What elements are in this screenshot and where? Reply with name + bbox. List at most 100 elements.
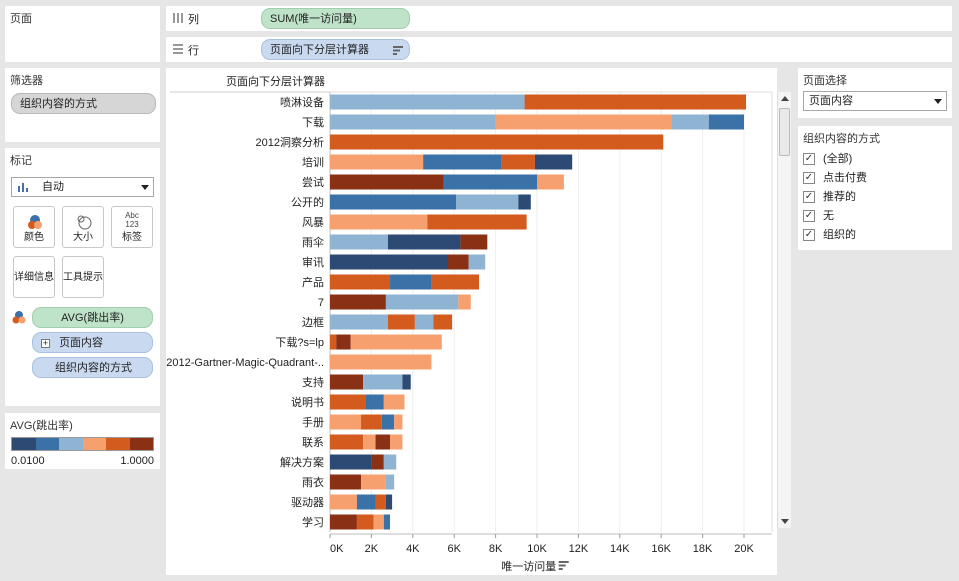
bar-segment[interactable] [390, 274, 432, 290]
scroll-down-arrow[interactable] [781, 519, 789, 524]
detail-button[interactable]: 详细信息 [13, 256, 55, 298]
bar-segment[interactable] [495, 114, 672, 130]
bar-segment[interactable] [356, 514, 374, 530]
bar-segment[interactable] [390, 434, 403, 450]
bar-segment[interactable] [330, 514, 357, 530]
columns-pill[interactable]: SUM(唯一访问量) [261, 8, 410, 29]
color-field-pill[interactable]: AVG(跳出率) [32, 307, 153, 328]
size-button[interactable]: 大小 [62, 206, 104, 248]
rows-pill[interactable]: 页面向下分层计算器 [261, 39, 410, 60]
bar-segment[interactable] [363, 434, 376, 450]
bar-segment[interactable] [330, 354, 432, 370]
bar-segment[interactable] [330, 314, 388, 330]
checkbox[interactable]: ✓ [803, 210, 815, 222]
bar-segment[interactable] [447, 254, 469, 270]
checkbox[interactable]: ✓ [803, 191, 815, 203]
bar-segment[interactable] [330, 454, 372, 470]
bar-segment[interactable] [330, 194, 457, 210]
legend-color-bar[interactable] [11, 437, 154, 451]
bar-segment[interactable] [363, 374, 403, 390]
bar-segment[interactable] [350, 334, 442, 350]
page-selector-dropdown[interactable]: 页面内容 [803, 91, 947, 111]
axis-sort-icon[interactable] [558, 568, 563, 570]
bar-segment[interactable] [501, 154, 535, 170]
detail-field2-pill[interactable]: 组织内容的方式 [32, 357, 153, 378]
bar-segment[interactable] [518, 194, 531, 210]
detail-field-pill[interactable]: + 页面内容 [32, 332, 153, 353]
bar-segment[interactable] [458, 294, 471, 310]
color-button[interactable]: 颜色 [13, 206, 55, 248]
bar-segment[interactable] [456, 194, 519, 210]
bar-segment[interactable] [534, 154, 573, 170]
filter-pill[interactable]: 组织内容的方式 [11, 93, 156, 114]
bar-segment[interactable] [443, 174, 537, 190]
bar-segment[interactable] [381, 414, 395, 430]
bar-segment[interactable] [365, 394, 384, 410]
bar-segment[interactable] [375, 434, 391, 450]
tooltip-button[interactable]: 工具提示 [62, 256, 104, 298]
bar-segment[interactable] [414, 314, 434, 330]
label-icon: Abc 123 [112, 211, 152, 229]
bar-segment[interactable] [402, 374, 411, 390]
bar-segment[interactable] [537, 174, 564, 190]
bar-segment[interactable] [524, 94, 747, 110]
bar-segment[interactable] [336, 334, 351, 350]
scroll-up-arrow[interactable] [781, 96, 789, 101]
bar-segment[interactable] [330, 494, 357, 510]
bar-segment[interactable] [383, 454, 397, 470]
bar-segment[interactable] [330, 474, 362, 490]
label-button[interactable]: Abc 123 标签 [111, 206, 153, 248]
rows-shelf[interactable]: 行 页面向下分层计算器 [166, 37, 952, 62]
bar-segment[interactable] [394, 414, 403, 430]
bar-segment[interactable] [356, 494, 376, 510]
bar-segment[interactable] [468, 254, 486, 270]
bar-segment[interactable] [361, 414, 382, 430]
scrollbar-track[interactable] [777, 92, 791, 528]
bar-segment[interactable] [330, 274, 391, 290]
columns-shelf[interactable]: 列 SUM(唯一访问量) [166, 6, 952, 31]
bar-segment[interactable] [387, 314, 415, 330]
checkbox[interactable]: ✓ [803, 229, 815, 241]
checkbox[interactable]: ✓ [803, 172, 815, 184]
bar-segment[interactable] [423, 154, 502, 170]
bar-segment[interactable] [330, 154, 424, 170]
bar-segment[interactable] [460, 234, 488, 250]
bar-segment[interactable] [330, 394, 366, 410]
bar-segment[interactable] [427, 214, 527, 230]
bar-segment[interactable] [330, 174, 444, 190]
mark-type-dropdown[interactable]: 自动 [11, 177, 154, 197]
bar-segment[interactable] [708, 114, 744, 130]
bar-segment[interactable] [387, 234, 461, 250]
axis-sort-icon[interactable] [558, 561, 569, 563]
detail-field-label: 页面内容 [59, 337, 104, 349]
bar-segment[interactable] [330, 114, 496, 130]
bar-segment[interactable] [330, 414, 362, 430]
bar-segment[interactable] [330, 134, 664, 150]
bar-segment[interactable] [330, 214, 428, 230]
axis-sort-icon[interactable] [558, 564, 566, 567]
bar-segment[interactable] [330, 374, 364, 390]
bar-segment[interactable] [330, 334, 337, 350]
bar-segment[interactable] [431, 274, 480, 290]
bar-segment[interactable] [373, 514, 384, 530]
bar-segment[interactable] [383, 394, 405, 410]
bar-segment[interactable] [385, 474, 395, 490]
bar-segment[interactable] [375, 494, 386, 510]
checkbox[interactable]: ✓ [803, 153, 815, 165]
bar-segment[interactable] [371, 454, 384, 470]
bar-segment[interactable] [330, 94, 525, 110]
bar-segment[interactable] [361, 474, 386, 490]
bar-segment[interactable] [330, 294, 386, 310]
sort-icon[interactable] [393, 46, 403, 55]
bar-segment[interactable] [385, 494, 393, 510]
bar-segment[interactable] [671, 114, 709, 130]
bar-segment[interactable] [385, 294, 459, 310]
bar-segment[interactable] [330, 254, 448, 270]
expand-icon[interactable]: + [41, 337, 50, 348]
bar-segment[interactable] [383, 514, 391, 530]
scrollbar-thumb[interactable] [779, 108, 790, 156]
bar-segment[interactable] [330, 434, 364, 450]
bar-segment[interactable] [330, 234, 388, 250]
bar-segment[interactable] [433, 314, 453, 330]
